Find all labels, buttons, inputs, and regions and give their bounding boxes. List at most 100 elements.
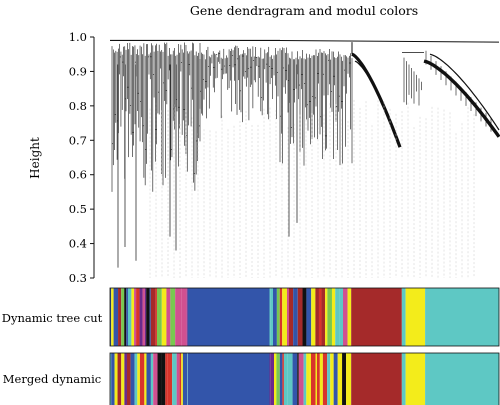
module-stripe <box>144 288 147 346</box>
module-stripe <box>136 288 140 346</box>
module-stripe <box>144 353 147 405</box>
module-stripe <box>327 288 332 346</box>
module-block-blue <box>187 353 270 405</box>
module-row-frame <box>109 287 500 347</box>
module-stripe <box>113 288 119 346</box>
module-stripe <box>293 288 298 346</box>
module-stripe <box>176 288 182 346</box>
module-stripe <box>269 353 271 405</box>
module-stripe <box>142 288 145 346</box>
module-stripe <box>318 288 322 346</box>
module-stripe <box>179 353 182 405</box>
module-stripe-turquoise <box>401 288 406 346</box>
module-stripe <box>114 353 118 405</box>
module-row-frame <box>109 352 500 405</box>
module-stripe <box>272 288 277 346</box>
module-stripe <box>331 288 336 346</box>
module-stripe <box>337 353 343 405</box>
module-stripe <box>111 353 115 405</box>
module-stripe <box>134 288 137 346</box>
module-stripe <box>270 288 273 346</box>
module-stripe <box>311 288 316 346</box>
module-stripe <box>175 288 177 346</box>
module-stripe <box>121 353 125 405</box>
module-stripe <box>276 353 280 405</box>
module-color-bars <box>109 287 500 405</box>
module-stripe <box>110 353 112 405</box>
module-stripe-turquoise <box>401 353 406 405</box>
y-axis-title: Height <box>28 137 42 179</box>
module-stripe <box>149 288 151 346</box>
module-stripe <box>342 353 347 405</box>
module-stripe <box>333 353 338 405</box>
module-stripe <box>111 288 114 346</box>
module-stripe <box>153 353 158 405</box>
module-stripe <box>286 288 289 346</box>
module-stripe <box>157 353 162 405</box>
module-stripe <box>297 353 299 405</box>
tree-branch <box>354 60 399 141</box>
y-tick-label: 0.8 <box>69 99 87 113</box>
module-stripe <box>181 353 183 405</box>
leaf-guide-lines <box>149 99 475 278</box>
row-label-merged-dynamic: Merged dynamic <box>3 372 101 386</box>
module-stripe <box>146 288 150 346</box>
module-stripe <box>339 288 344 346</box>
module-stripe <box>327 353 331 405</box>
module-stripe <box>161 353 166 405</box>
tree-branch <box>279 39 500 43</box>
y-axis: 1.0 0.9 0.8 0.7 0.6 0.5 0.4 0.3 <box>69 30 95 285</box>
module-block-blue <box>187 288 270 346</box>
chart-title: Gene dendragram and modul colors <box>190 3 418 18</box>
module-stripe <box>306 288 311 346</box>
y-tick-label: 1.0 <box>69 30 87 44</box>
y-tick-label: 0.9 <box>69 64 87 78</box>
y-tick-label: 0.3 <box>69 271 87 285</box>
module-stripe <box>346 353 352 405</box>
module-stripe <box>156 288 162 346</box>
module-stripe <box>165 353 168 405</box>
tree-branch <box>423 59 500 138</box>
module-stripe <box>283 353 288 405</box>
module-stripe <box>347 288 352 346</box>
module-stripe <box>182 353 188 405</box>
module-stripe <box>269 288 271 346</box>
module-stripe <box>166 288 171 346</box>
module-stripe <box>124 288 127 346</box>
row-label-dynamic-tree-cut: Dynamic tree cut <box>2 311 103 325</box>
module-stripe <box>279 353 283 405</box>
module-stripe <box>315 288 319 346</box>
module-stripe <box>282 288 287 346</box>
module-stripe <box>319 353 323 405</box>
module-stripe <box>131 288 135 346</box>
module-stripe <box>279 288 283 346</box>
module-stripe <box>121 288 125 346</box>
module-stripe <box>150 288 156 346</box>
module-block-turquoise <box>425 353 499 405</box>
module-stripe <box>155 288 157 346</box>
module-stripe <box>270 353 275 405</box>
module-stripe <box>161 288 167 346</box>
module-stripe <box>335 288 340 346</box>
y-tick-label: 0.4 <box>69 237 87 251</box>
module-stripe <box>288 288 294 346</box>
module-stripe <box>322 353 328 405</box>
module-stripe <box>186 288 188 346</box>
module-stripe <box>139 353 145 405</box>
module-stripe <box>276 288 280 346</box>
module-stripe <box>330 353 334 405</box>
module-stripe <box>303 353 307 405</box>
module-stripe <box>117 353 122 405</box>
module-stripe <box>181 288 187 346</box>
module-stripe <box>176 353 180 405</box>
module-stripe <box>110 288 112 346</box>
module-stripe <box>127 288 132 346</box>
module-stripe <box>287 353 293 405</box>
module-stripe <box>292 353 298 405</box>
module-block-yellow <box>405 288 426 346</box>
module-stripe <box>321 288 326 346</box>
module-stripe <box>126 353 131 405</box>
module-stripe <box>306 353 310 405</box>
module-stripe <box>298 353 304 405</box>
